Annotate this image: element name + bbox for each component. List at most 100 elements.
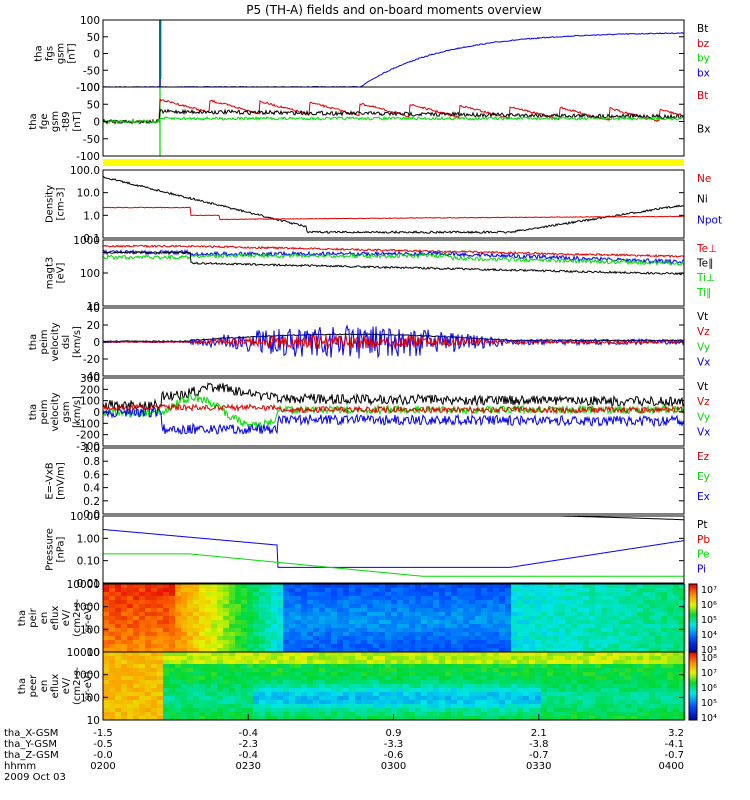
by-fge-line xyxy=(102,115,685,125)
colorbar-label: 10⁷ xyxy=(701,585,717,596)
legend-entry: Vz xyxy=(697,326,710,338)
ytick-label: 10.0 xyxy=(77,188,100,200)
xaxis-value: -0.5 xyxy=(93,739,113,750)
ne-line xyxy=(102,206,685,221)
ylabel-line: peer xyxy=(28,674,39,698)
ylabel-line: fgs xyxy=(45,46,56,61)
xaxis-row-label: tha_Y-GSM xyxy=(4,739,57,750)
legend-entry: Ti∥ xyxy=(696,287,711,299)
ylabel-line: eflux xyxy=(50,674,61,699)
legend-entry: Ne xyxy=(697,173,711,185)
ytick-label: -40 xyxy=(83,371,100,383)
ytick-label: 50 xyxy=(87,32,100,44)
ytick-label: 100 xyxy=(80,624,100,636)
ylabel-line: [eV] xyxy=(56,263,67,284)
ytick-label: 1000 xyxy=(73,670,100,682)
xaxis-value: 0330 xyxy=(526,761,551,772)
colorbar-label: 10⁴ xyxy=(701,630,717,641)
ytick-label: 1000 xyxy=(73,602,100,614)
ytick-label: 20 xyxy=(87,320,100,332)
vx-dsl-line xyxy=(102,324,685,359)
legend-entry: Pe xyxy=(697,549,709,561)
xaxis-value: 2.1 xyxy=(531,728,547,739)
xaxis-value: -0.7 xyxy=(664,750,684,761)
xaxis-value: -0.6 xyxy=(384,750,404,761)
ylabel-line: (cm2-s- xyxy=(72,667,83,705)
xaxis-value: -0.4 xyxy=(238,728,258,739)
legend-entry: Vx xyxy=(697,356,710,368)
xaxis-value: 0230 xyxy=(236,761,261,772)
legend-entry: Ey xyxy=(697,471,710,483)
legend-entry: Ni xyxy=(697,194,708,206)
xaxis-value: -3.8 xyxy=(529,739,549,750)
colorbar-label: 10⁶ xyxy=(701,683,717,694)
colorbar-label: 10⁴ xyxy=(701,713,717,724)
colorbar-label: 10⁶ xyxy=(701,600,717,611)
ytick-label: 0.6 xyxy=(83,469,100,481)
panel-frame-fge xyxy=(102,86,685,157)
ytick-label: 0 xyxy=(93,49,100,61)
ylabel-line: peim xyxy=(39,399,50,424)
legend-entry: Te∥ xyxy=(696,258,713,270)
ylabel-line: dsl xyxy=(61,335,72,349)
legend-entry: Vy xyxy=(697,411,710,423)
ytick-label: 0 xyxy=(93,337,100,349)
ytick-label: 0.0 xyxy=(83,509,100,521)
ytick-label: 0.01 xyxy=(77,578,100,590)
ytick-label: 0 xyxy=(93,117,100,129)
ytick-label: 1000 xyxy=(73,235,100,247)
ti-line xyxy=(102,252,685,266)
ytick-label: 50 xyxy=(87,99,100,111)
xaxis-row-label: tha_X-GSM xyxy=(4,728,58,739)
legend-entry: Bt xyxy=(697,23,708,35)
xaxis-value: 0400 xyxy=(659,761,684,772)
spectrogram-layer xyxy=(103,584,697,721)
colorbar-label: 10⁷ xyxy=(701,668,717,679)
xaxis-value: -2.3 xyxy=(238,739,258,750)
colorbar-label: 10⁸ xyxy=(701,653,717,664)
ytick-label: 100 xyxy=(80,268,100,280)
legend-entry: Te⊥ xyxy=(696,243,717,255)
te-par-black-line xyxy=(102,250,685,276)
legend-entry: Pt xyxy=(697,519,707,531)
legend-entry: Vz xyxy=(697,396,710,408)
legend-entry: Bx xyxy=(697,124,710,136)
ylabel-line: tha xyxy=(34,45,45,61)
pe-line xyxy=(103,553,684,577)
ytick-label: 0.4 xyxy=(83,483,100,495)
legend-entry: Ez xyxy=(697,451,710,463)
panel-frame-pressure xyxy=(102,515,685,584)
pi-line xyxy=(102,528,685,568)
ylabel-line: [nPa] xyxy=(56,536,67,562)
legend-entry: bx xyxy=(697,68,710,80)
vz-gsm-line xyxy=(102,402,685,415)
ytick-label: -300 xyxy=(76,441,100,453)
ytick-label: 1.0 xyxy=(83,210,100,222)
vx-gsm-line xyxy=(102,406,685,435)
ylabel-line: magt3 xyxy=(45,257,56,290)
ylabel-line: [cm-3] xyxy=(56,187,67,220)
ylabel-line: tha xyxy=(28,113,39,129)
xaxis-value: 0200 xyxy=(90,761,115,772)
colorbar-peir xyxy=(689,584,697,653)
legend-entry: Vt xyxy=(697,311,708,323)
xaxis-value: -4.1 xyxy=(664,739,684,750)
ytick-label: 300 xyxy=(80,373,100,385)
ylabel-line: tha xyxy=(28,334,39,350)
ylabel-line: Density xyxy=(45,185,56,223)
data-quality-bar xyxy=(103,159,684,166)
ylabel-line: E=-VxB xyxy=(45,462,56,499)
colorbar-label: 10⁵ xyxy=(701,698,717,709)
pt-line xyxy=(103,515,684,521)
ytick-label: 0.10 xyxy=(77,556,100,568)
ylabel-line: en xyxy=(39,680,50,693)
xaxis-value: -3.3 xyxy=(384,739,404,750)
ylabel-line: sr-eV) xyxy=(83,671,94,700)
ni-line xyxy=(102,175,685,234)
ytick-label: 10.00 xyxy=(70,511,100,523)
legend-entry: Ti⊥ xyxy=(696,272,715,284)
ytick-label: 200 xyxy=(80,384,100,396)
xaxis-value: -1.5 xyxy=(93,728,113,739)
ytick-label: -100 xyxy=(76,151,100,163)
